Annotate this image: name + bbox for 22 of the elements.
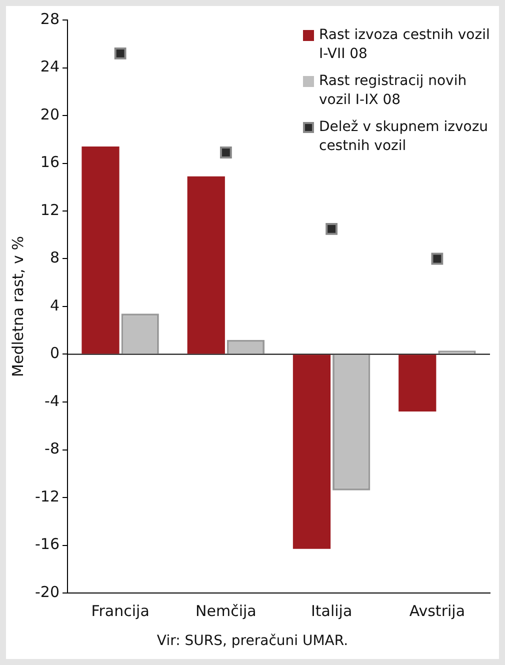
legend-label: Delež v skupnem izvozu cestnih vozil <box>319 118 490 156</box>
y-tick-label: 16 <box>40 153 60 172</box>
legend-label: Rast registracij novih vozil I-IX 08 <box>319 72 468 110</box>
legend-label: Rast izvoza cestnih vozil I-VII 08 <box>319 26 491 64</box>
y-tick-label: -20 <box>35 582 60 601</box>
x-tick-label: Nemčija <box>196 602 256 620</box>
y-tick-label: 20 <box>40 105 60 124</box>
y-tick-label: 12 <box>40 200 60 219</box>
x-tick-label: Francija <box>91 602 150 620</box>
y-tick-label: 8 <box>50 248 60 267</box>
y-axis-title: Medletna rast, v % <box>8 236 27 377</box>
y-tick-label: 24 <box>40 58 60 76</box>
x-tick-label: Avstrija <box>409 602 466 620</box>
y-tick-label: -8 <box>44 440 60 458</box>
y-tick-label: 4 <box>50 296 60 314</box>
y-tick-label: -16 <box>35 535 60 554</box>
y-tick-label: 28 <box>40 10 60 28</box>
y-tick-label: -4 <box>44 392 60 410</box>
y-tick-label: -12 <box>35 487 60 506</box>
text: Vir: SURS, preračuni UMAR. <box>156 633 350 649</box>
y-tick-label: 0 <box>50 344 60 362</box>
x-tick-label: Italija <box>310 602 352 620</box>
